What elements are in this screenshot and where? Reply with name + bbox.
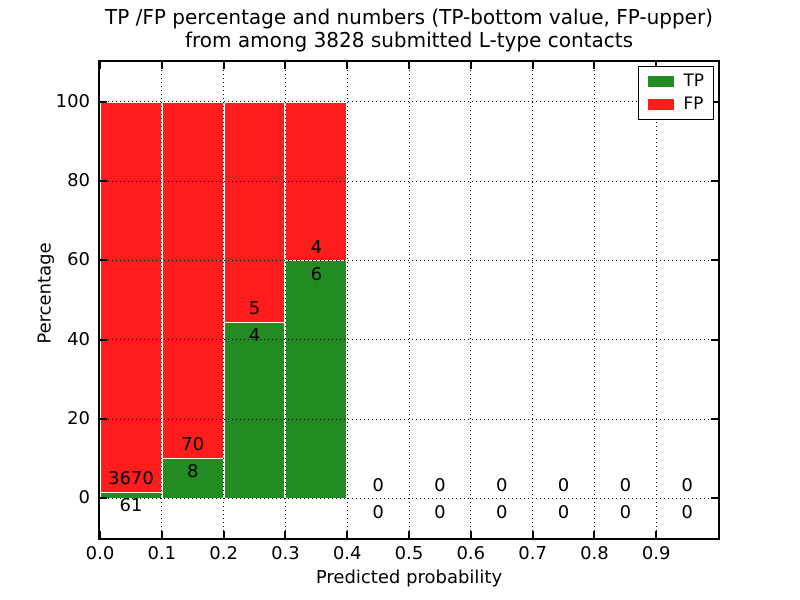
fp-count-label: 0 [557, 474, 570, 496]
x-tick-top [222, 62, 225, 69]
tp-count-label: 0 [495, 501, 508, 523]
x-tick-label: 0.7 [518, 543, 547, 564]
v-gridline [532, 62, 534, 538]
x-tick-top [655, 62, 658, 69]
y-tick-right [711, 100, 718, 103]
x-tick-top [284, 62, 287, 69]
x-tick-bottom [531, 531, 534, 538]
y-tick-right [711, 497, 718, 500]
plot-area: TP FP 3670 61 70 8 5 4 4 6 0 0 0 0 0 0 0 0 0 0 0 0 [98, 60, 720, 540]
x-tick-top [160, 62, 163, 69]
y-tick-label: 60 [67, 249, 90, 271]
y-tick-left [100, 180, 107, 182]
fp-count-label: 0 [619, 474, 632, 496]
v-gridline [655, 62, 657, 538]
x-tick-label: 0.3 [271, 543, 300, 564]
x-tick-bottom [99, 531, 101, 538]
x-tick-top [469, 62, 472, 69]
legend-entry-fp: FP [648, 96, 704, 113]
tp-count-label: 4 [248, 325, 261, 347]
x-tick-label: 0.1 [147, 543, 177, 564]
x-tick-label: 0.4 [332, 543, 362, 564]
y-tick-right [711, 418, 718, 420]
chart-title-line2: from among 3828 submitted L-type contact… [184, 28, 634, 52]
tp-count-label: 0 [619, 501, 632, 523]
x-tick-label: 0.8 [580, 543, 609, 564]
y-tick-left [100, 418, 107, 420]
x-tick-bottom [593, 531, 596, 538]
x-tick-bottom [222, 531, 225, 538]
fp-bar-segment [223, 101, 286, 323]
tp-count-label: 8 [186, 460, 199, 482]
x-tick-top [593, 62, 596, 69]
tp-count-label: 0 [681, 501, 693, 523]
x-tick-top [408, 62, 410, 69]
x-tick-bottom [408, 531, 410, 538]
y-tick-right [711, 338, 718, 341]
x-tick-bottom [160, 531, 163, 538]
x-tick-label: 0.2 [209, 543, 238, 564]
y-tick-right [711, 180, 718, 182]
x-tick-bottom [655, 531, 658, 538]
v-gridline [284, 62, 286, 538]
tp-legend-swatch [648, 76, 675, 87]
x-tick-bottom [346, 531, 349, 538]
x-tick-top [531, 62, 534, 69]
v-gridline [346, 62, 348, 538]
chart-title-line1: TP /FP percentage and numbers (TP-bottom… [105, 5, 713, 29]
x-axis-label: Predicted probability [315, 567, 503, 588]
fp-legend-label: FP [683, 94, 704, 114]
y-tick-label: 0 [78, 487, 90, 509]
y-tick-left [100, 497, 107, 500]
fp-count-label: 0 [681, 474, 693, 496]
fp-count-label: 5 [248, 298, 261, 320]
tp-bar-segment [285, 260, 348, 499]
fp-count-label: 0 [434, 474, 446, 496]
x-tick-label: 0.6 [456, 543, 486, 564]
y-tick-label: 80 [67, 170, 90, 191]
y-tick-label: 100 [55, 90, 90, 112]
x-tick-bottom [469, 531, 472, 538]
legend: TP FP [638, 66, 714, 120]
fp-count-label: 3670 [108, 468, 154, 490]
v-gridline [470, 62, 472, 538]
fp-legend-swatch [648, 99, 675, 110]
y-tick-left [100, 100, 107, 103]
x-tick-top [99, 62, 101, 69]
chart-title: TP /FP percentage and numbers (TP-bottom… [98, 6, 720, 52]
y-tick-label: 20 [67, 408, 90, 429]
v-gridline [408, 62, 410, 538]
fp-count-label: 70 [181, 433, 205, 455]
fp-bar-segment [100, 101, 162, 492]
x-tick-label: 0.9 [641, 543, 671, 564]
tp-count-label: 0 [372, 501, 384, 523]
legend-entry-tp: TP [648, 73, 704, 90]
v-gridline [223, 62, 225, 538]
tp-legend-label: TP [683, 71, 704, 91]
y-tick-label: 40 [67, 328, 90, 350]
tp-count-label: 61 [119, 495, 143, 517]
fp-count-label: 4 [310, 236, 323, 258]
fp-bar-segment [161, 101, 224, 458]
fp-count-label: 0 [495, 474, 508, 496]
y-tick-right [711, 259, 718, 262]
v-gridline [161, 62, 163, 538]
tp-count-label: 6 [310, 263, 323, 285]
tp-count-label: 0 [557, 501, 570, 523]
fp-count-label: 0 [372, 474, 384, 496]
y-tick-left [100, 259, 107, 262]
plot-area-inner: TP FP 3670 61 70 8 5 4 4 6 0 0 0 0 0 0 0 0 0 0 0 0 [99, 62, 718, 538]
x-tick-top [346, 62, 349, 69]
tp-count-label: 0 [434, 501, 446, 523]
v-gridline [593, 62, 595, 538]
tp-bar-segment [161, 457, 224, 499]
x-tick-label: 0.5 [394, 543, 424, 564]
x-tick-bottom [284, 531, 287, 538]
tp-bar-segment [223, 322, 286, 499]
y-tick-left [100, 338, 107, 341]
x-tick-label: 0.0 [85, 543, 115, 564]
